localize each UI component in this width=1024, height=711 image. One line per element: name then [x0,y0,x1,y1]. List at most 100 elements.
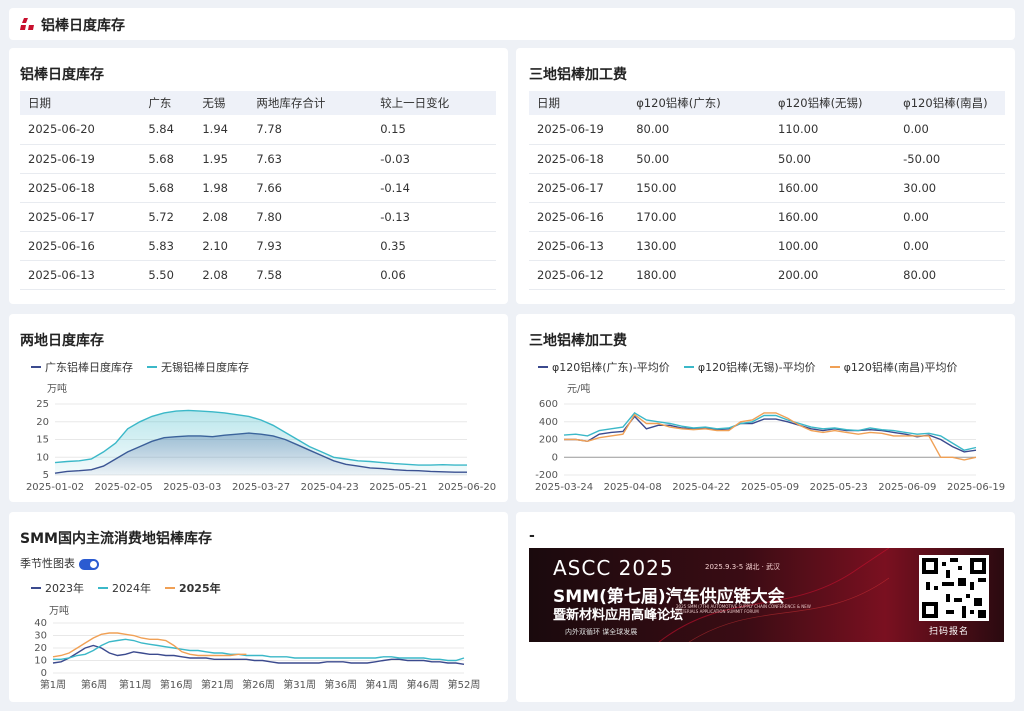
fee-table-cell: 100.00 [738,231,884,261]
legend-item[interactable]: 2023年 [31,580,84,596]
legend-item[interactable]: 广东铝棒日度库存 [31,359,133,375]
series-line [52,632,247,658]
inventory-table-row: 2025-06-16 5.83 2.10 7.93 0.35 [20,231,496,261]
legend-item[interactable]: 2025年 [165,580,221,596]
fee-chart-legend[interactable]: φ120铝棒(广东)-平均价 φ120铝棒(无锡)-平均价 φ120铝棒(南昌)平均… [538,359,957,375]
y-tick-label: 5 [43,470,49,481]
fee-table-cell: 2025-06-12 [529,260,617,290]
legend-item[interactable]: 2024年 [98,580,151,596]
fee-table-cell: 2025-06-16 [529,202,617,232]
y-tick-label: 0 [41,668,47,679]
y-tick-label: 15 [36,435,49,446]
x-tick-label: 2025-04-23 [301,482,359,493]
inventory-table-cell: 2.08 [194,202,249,232]
x-tick-label: 第26周 [242,678,275,691]
seasonal-toggle-label: 季节性图表 [20,557,75,570]
brand-icon [20,17,36,36]
legend-swatch [538,366,548,368]
x-tick-label: 2025-06-20 [438,482,496,493]
fee-table-row: 2025-06-19 80.00 110.00 0.00 [529,115,1005,145]
inventory-table-header-cell: 日期 [20,91,141,115]
fee-table-cell: 0.00 [883,231,1005,261]
ad-card-title: - [529,528,535,544]
fee-table-title: 三地铝棒加工费 [529,67,627,83]
legend-swatch [165,587,175,589]
inventory-table-cell: 2025-06-17 [20,202,141,232]
fee-table-cell: 160.00 [738,173,884,203]
dual-inventory-chart-card: 两地日度库存 广东铝棒日度库存 无锡铝棒日度库存 万吨 5 10 15 20 25 2025… [9,314,508,502]
y-tick-label: 40 [34,618,47,629]
fee-table-row: 2025-06-16 170.00 160.00 0.00 [529,202,1005,232]
inventory-table-cell: 7.63 [248,144,373,174]
qr-code[interactable] [919,555,989,621]
inventory-table-cell: 5.68 [140,144,195,174]
x-tick-label: 2025-05-23 [810,482,868,493]
fee-table-cell: 0.00 [883,115,1005,145]
inventory-table-cell: 7.93 [248,231,373,261]
legend-item[interactable]: φ120铝棒(广东)-平均价 [538,359,670,375]
y-tick-label: 600 [539,399,558,410]
dual-chart-legend[interactable]: 广东铝棒日度库存 无锡铝棒日度库存 [31,359,249,375]
ad-slogan: 内外双循环 谋全球发展 [565,628,638,636]
inventory-table-cell: 5.68 [140,173,195,203]
fee-table-cell: 50.00 [738,144,884,174]
x-tick-label: 第6周 [81,678,107,691]
inventory-table-cell: 1.94 [194,115,249,145]
legend-label: φ120铝棒(无锡)-平均价 [697,361,816,374]
legend-item[interactable]: φ120铝棒(无锡)-平均价 [683,359,816,375]
y-tick-label: 10 [34,656,47,667]
seasonal-toggle-switch[interactable] [78,558,99,570]
legend-label: φ120铝棒(广东)-平均价 [552,361,670,374]
legend-label: 广东铝棒日度库存 [45,361,133,374]
x-tick-label: 第1周 [40,678,66,691]
x-tick-label: 第16周 [160,678,193,691]
fee-chart-unit: 元/吨 [567,384,591,395]
legend-item[interactable]: φ120铝棒(南昌)平均价 [829,359,957,375]
fee-table-cell: 2025-06-18 [529,144,617,174]
fee-table-header-cell: φ120铝棒(南昌) [883,91,1005,115]
y-tick-label: 30 [34,631,47,642]
inventory-table-cell: 0.06 [372,260,496,290]
inventory-table-cell: 2025-06-16 [20,231,141,261]
inventory-table-cell: 0.35 [372,231,496,261]
fee-table-cell: 50.00 [616,144,739,174]
inventory-table-row: 2025-06-17 5.72 2.08 7.80 -0.13 [20,202,496,232]
fee-table-cell: 200.00 [738,260,884,290]
seasonal-chart-legend[interactable]: 2023年 2024年 2025年 [31,580,221,596]
fee-table-cell: 80.00 [883,260,1005,290]
inventory-table-cell: 1.98 [194,173,249,203]
ad-card: - ASCC 2025 2025.9.3-5 湖北 · 武汉 SMM(第七届)汽… [516,512,1015,702]
fee-table-cell: 170.00 [616,202,739,232]
legend-label: 2023年 [45,582,84,595]
x-tick-label: 第21周 [201,678,234,691]
seasonal-toggle-row: 季节性图表 [20,555,99,571]
qr-register-label: 扫码报名 [929,627,970,637]
inventory-table-title: 铝棒日度库存 [20,67,104,83]
inventory-table-cell: -0.03 [372,144,496,174]
inventory-table-cell: 2025-06-20 [20,115,141,145]
y-tick-label: 200 [539,435,558,446]
fee-table-cell: 0.00 [883,202,1005,232]
legend-item[interactable]: 无锡铝棒日度库存 [147,359,249,375]
fee-table-header-cell: φ120铝棒(广东) [616,91,739,115]
fee-table-cell: 2025-06-13 [529,231,617,261]
seasonal-chart-title: SMM国内主流消费地铝棒库存 [20,531,212,547]
y-tick-label: 400 [539,417,558,428]
fee-table-cell: 130.00 [616,231,739,261]
x-tick-label: 2025-06-19 [947,482,1005,493]
x-tick-label: 第36周 [324,678,357,691]
inventory-table-cell: 2025-06-18 [20,173,141,203]
inventory-table-header-cell: 广东 [140,91,195,115]
legend-swatch [147,366,157,368]
legend-swatch [829,366,840,368]
inventory-table-cell: 2025-06-19 [20,144,141,174]
fee-table-cell: 180.00 [616,260,739,290]
x-tick-label: 第52周 [448,678,481,691]
legend-label: 2025年 [179,582,221,595]
fee-line-chart: -200 0 200 400 600 2025-03-24 2025-04-08 2025-0… [535,399,1005,493]
fee-table-cell: 150.00 [616,173,739,203]
ad-headline: SMM(第七届)汽车供应链大会 [553,587,785,607]
legend-label: 2024年 [112,582,151,595]
ad-banner[interactable]: ASCC 2025 2025.9.3-5 湖北 · 武汉 SMM(第七届)汽车供… [529,548,1004,642]
legend-label: 无锡铝棒日度库存 [161,361,249,374]
